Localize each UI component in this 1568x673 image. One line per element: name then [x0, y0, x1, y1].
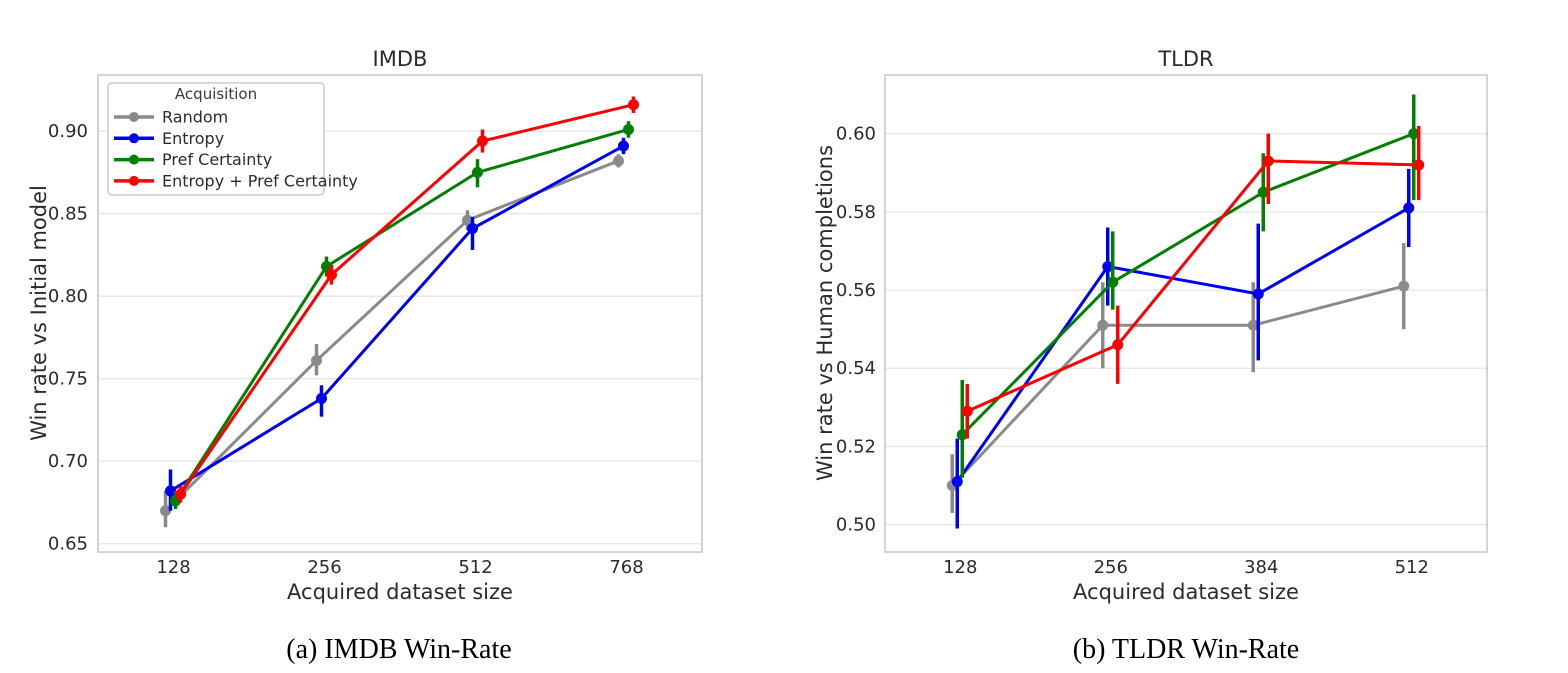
data-point-marker	[160, 505, 171, 517]
data-point-marker	[1408, 128, 1420, 140]
y-tick-label: 0.54	[836, 358, 876, 379]
y-tick-label: 0.56	[836, 280, 876, 301]
legend-item-label: Entropy + Pref Certainty	[162, 171, 358, 190]
data-point-marker	[477, 135, 488, 147]
legend-box	[107, 82, 325, 196]
tldr-chart-title: TLDR	[1157, 47, 1213, 71]
axes-border	[97, 74, 703, 553]
y-tick-label: 0.50	[836, 515, 876, 536]
legend-item-label: Pref Certainty	[162, 150, 272, 169]
legend-sample-marker	[129, 112, 139, 122]
caption-imdb: (a) IMDB Win-Rate	[286, 634, 512, 665]
imdb-chart-title: IMDB	[373, 47, 428, 71]
data-point-marker	[951, 476, 963, 488]
series-entropy-pref-certainty	[175, 96, 639, 503]
x-tick-label: 384	[1244, 557, 1278, 578]
data-point-marker	[326, 269, 337, 281]
y-tick-label: 0.65	[48, 534, 88, 555]
tldr-plot-area: 0.50 0.52 0.54 0.56 0.58 0.60 128 256 384 512	[836, 74, 1488, 578]
y-tick-label: 0.85	[48, 204, 88, 225]
data-point-marker	[1257, 186, 1269, 198]
data-point-marker	[628, 99, 639, 111]
axes-border	[884, 74, 1488, 553]
data-point-marker	[311, 355, 322, 367]
series-line	[956, 206, 1410, 483]
data-point-marker	[1107, 276, 1119, 288]
imdb-plot-area: 0.65 0.70 0.75 0.80 0.85 0.90 128 256 512 768 Acqu…	[48, 74, 703, 578]
data-point-marker	[1403, 202, 1415, 214]
data-point-marker	[472, 166, 483, 178]
imdb-chart: IMDB Win rate vs Initial model Acquired …	[27, 47, 703, 604]
series-pref-certainty	[170, 121, 634, 510]
data-point-marker	[321, 260, 332, 272]
series-entropy	[165, 137, 629, 511]
series-line	[169, 144, 625, 493]
data-point-marker	[623, 123, 634, 135]
legend-title: Acquisition	[175, 85, 257, 103]
y-tick-label: 0.60	[836, 124, 876, 145]
data-point-marker	[1097, 319, 1109, 331]
data-point-marker	[1398, 280, 1410, 292]
y-tick-label: 0.70	[48, 451, 88, 472]
data-point-marker	[1252, 288, 1264, 300]
x-tick-label: 128	[943, 557, 977, 578]
y-tick-label: 0.90	[48, 121, 88, 142]
data-point-marker	[1413, 159, 1425, 171]
series-line	[174, 128, 629, 502]
series-line	[966, 159, 1419, 413]
x-tick-label: 512	[1395, 557, 1429, 578]
data-point-marker	[1112, 339, 1124, 351]
y-tick-label: 0.80	[48, 286, 88, 307]
series-pref-certainty	[956, 94, 1420, 478]
x-tick-label: 256	[307, 557, 341, 578]
series-line	[179, 103, 634, 496]
x-tick-label: 768	[609, 557, 643, 578]
legend-item-label: Entropy	[162, 129, 224, 148]
series-line	[961, 132, 1415, 436]
data-point-marker	[316, 393, 327, 405]
data-point-marker	[1262, 155, 1274, 167]
data-point-marker	[175, 488, 186, 500]
data-point-marker	[1102, 261, 1114, 273]
data-point-marker	[1247, 319, 1259, 331]
data-point-marker	[462, 214, 473, 226]
data-point-marker	[467, 222, 478, 234]
tldr-y-axis-label: Win rate vs Human completions	[813, 145, 837, 481]
legend-sample-marker	[129, 154, 139, 165]
y-tick-label: 0.75	[48, 369, 88, 390]
caption-tldr: (b) TLDR Win-Rate	[1072, 634, 1300, 665]
legend-item-label: Random	[162, 108, 228, 127]
imdb-x-axis-label: Acquired dataset size	[287, 580, 513, 604]
data-point-marker	[961, 405, 973, 417]
imdb-y-axis-label: Win rate vs Initial model	[27, 185, 51, 441]
series-entropy	[951, 168, 1415, 529]
data-point-marker	[618, 140, 629, 152]
legend-sample-marker	[129, 175, 139, 186]
series-random	[160, 154, 624, 528]
tldr-chart: TLDR Win rate vs Human completions Acqui…	[813, 47, 1488, 604]
data-point-marker	[956, 429, 968, 441]
series-entropy-pref-certainty	[961, 125, 1425, 439]
data-point-marker	[165, 485, 176, 497]
legend-sample-marker	[129, 133, 139, 144]
x-tick-label: 128	[156, 557, 190, 578]
y-tick-label: 0.52	[836, 436, 876, 457]
series-line	[951, 284, 1405, 487]
legend: Acquisition Random Entropy Pref Certainty En…	[107, 82, 358, 196]
x-tick-label: 512	[458, 557, 492, 578]
y-tick-label: 0.58	[836, 202, 876, 223]
data-point-marker	[613, 155, 624, 167]
x-tick-label: 256	[1094, 557, 1128, 578]
tldr-x-axis-label: Acquired dataset size	[1073, 580, 1299, 604]
